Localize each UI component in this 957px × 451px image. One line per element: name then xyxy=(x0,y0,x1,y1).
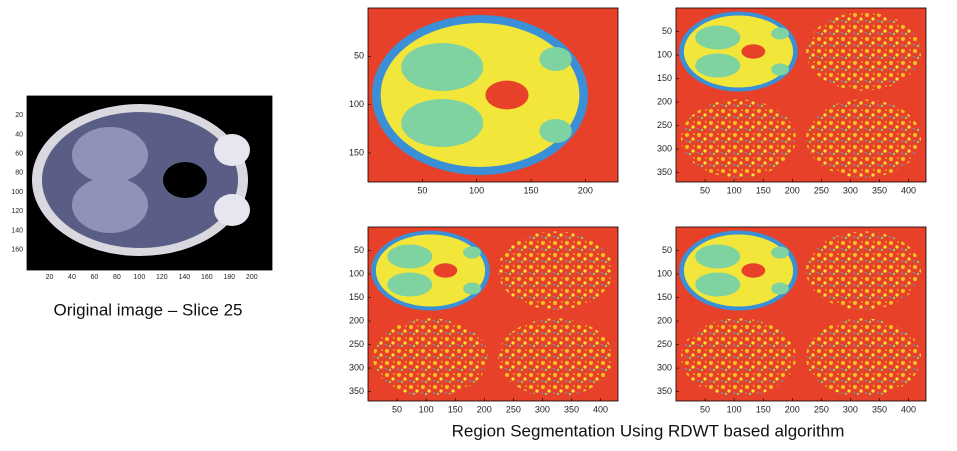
x-tick-label: 300 xyxy=(843,404,858,414)
y-tick-label: 20 xyxy=(15,112,23,119)
y-tick-label: 100 xyxy=(349,268,364,278)
x-tick-label: 160 xyxy=(201,274,213,281)
y-tick-label: 100 xyxy=(657,268,672,278)
y-tick-label: 100 xyxy=(11,189,23,196)
x-tick-label: 120 xyxy=(156,274,168,281)
y-tick-label: 50 xyxy=(662,26,672,36)
x-tick-label: 200 xyxy=(477,404,492,414)
y-tick-label: 80 xyxy=(15,170,23,177)
x-tick-label: 140 xyxy=(178,274,190,281)
x-tick-label: 400 xyxy=(901,185,916,195)
y-tick-label: 100 xyxy=(349,99,364,109)
figure: Original image – Slice 25 Region Segment… xyxy=(0,0,957,446)
head xyxy=(681,318,796,396)
head xyxy=(371,230,490,310)
x-tick-label: 200 xyxy=(246,274,258,281)
y-tick-label: 160 xyxy=(11,247,23,254)
x-tick-label: 200 xyxy=(785,404,800,414)
y-tick-label: 150 xyxy=(657,73,672,83)
x-tick-label: 150 xyxy=(524,185,539,195)
head xyxy=(681,99,796,177)
x-tick-label: 350 xyxy=(564,404,579,414)
head xyxy=(373,318,488,396)
x-tick-label: 250 xyxy=(814,404,829,414)
y-tick-label: 150 xyxy=(349,147,364,157)
y-tick-label: 40 xyxy=(15,131,23,138)
y-tick-label: 150 xyxy=(349,292,364,302)
x-tick-label: 20 xyxy=(46,274,54,281)
head xyxy=(679,11,798,91)
y-tick-label: 250 xyxy=(349,339,364,349)
y-tick-label: 50 xyxy=(354,245,364,255)
y-tick-label: 200 xyxy=(349,315,364,325)
x-tick-label: 50 xyxy=(417,185,427,195)
x-tick-label: 350 xyxy=(872,185,887,195)
y-tick-label: 100 xyxy=(657,49,672,59)
x-tick-label: 50 xyxy=(700,404,710,414)
x-tick-label: 60 xyxy=(91,274,99,281)
y-tick-label: 250 xyxy=(657,339,672,349)
y-tick-label: 350 xyxy=(657,167,672,177)
y-tick-label: 200 xyxy=(657,96,672,106)
x-tick-label: 350 xyxy=(872,404,887,414)
y-tick-label: 350 xyxy=(657,386,672,396)
x-tick-label: 50 xyxy=(700,185,710,195)
x-tick-label: 200 xyxy=(578,185,593,195)
x-tick-label: 150 xyxy=(448,404,463,414)
x-tick-label: 150 xyxy=(756,404,771,414)
x-tick-label: 180 xyxy=(223,274,235,281)
head xyxy=(498,231,613,309)
caption: Region Segmentation Using RDWT based alg… xyxy=(452,421,845,440)
y-tick-label: 60 xyxy=(15,151,23,158)
head xyxy=(806,318,921,396)
y-tick-label: 300 xyxy=(657,143,672,153)
y-tick-label: 120 xyxy=(11,208,23,215)
x-tick-label: 400 xyxy=(593,404,608,414)
x-tick-label: 200 xyxy=(785,185,800,195)
x-tick-label: 50 xyxy=(392,404,402,414)
x-tick-label: 250 xyxy=(814,185,829,195)
x-tick-label: 100 xyxy=(134,274,146,281)
y-tick-label: 350 xyxy=(349,386,364,396)
x-tick-label: 300 xyxy=(843,185,858,195)
x-tick-label: 100 xyxy=(469,185,484,195)
y-tick-label: 300 xyxy=(657,362,672,372)
x-tick-label: 100 xyxy=(727,404,742,414)
x-tick-label: 150 xyxy=(756,185,771,195)
x-tick-label: 400 xyxy=(901,404,916,414)
head xyxy=(806,231,921,309)
y-tick-label: 300 xyxy=(349,362,364,372)
x-tick-label: 100 xyxy=(419,404,434,414)
head xyxy=(806,12,921,90)
y-tick-label: 140 xyxy=(11,227,23,234)
x-tick-label: 40 xyxy=(68,274,76,281)
y-tick-label: 200 xyxy=(657,315,672,325)
y-tick-label: 150 xyxy=(657,292,672,302)
x-tick-label: 80 xyxy=(113,274,121,281)
x-tick-label: 300 xyxy=(535,404,550,414)
y-tick-label: 50 xyxy=(354,51,364,61)
y-tick-label: 250 xyxy=(657,120,672,130)
caption: Original image – Slice 25 xyxy=(54,300,243,319)
x-tick-label: 100 xyxy=(727,185,742,195)
y-tick-label: 50 xyxy=(662,245,672,255)
x-tick-label: 250 xyxy=(506,404,521,414)
head xyxy=(679,230,798,310)
head xyxy=(498,318,613,396)
head xyxy=(806,99,921,177)
